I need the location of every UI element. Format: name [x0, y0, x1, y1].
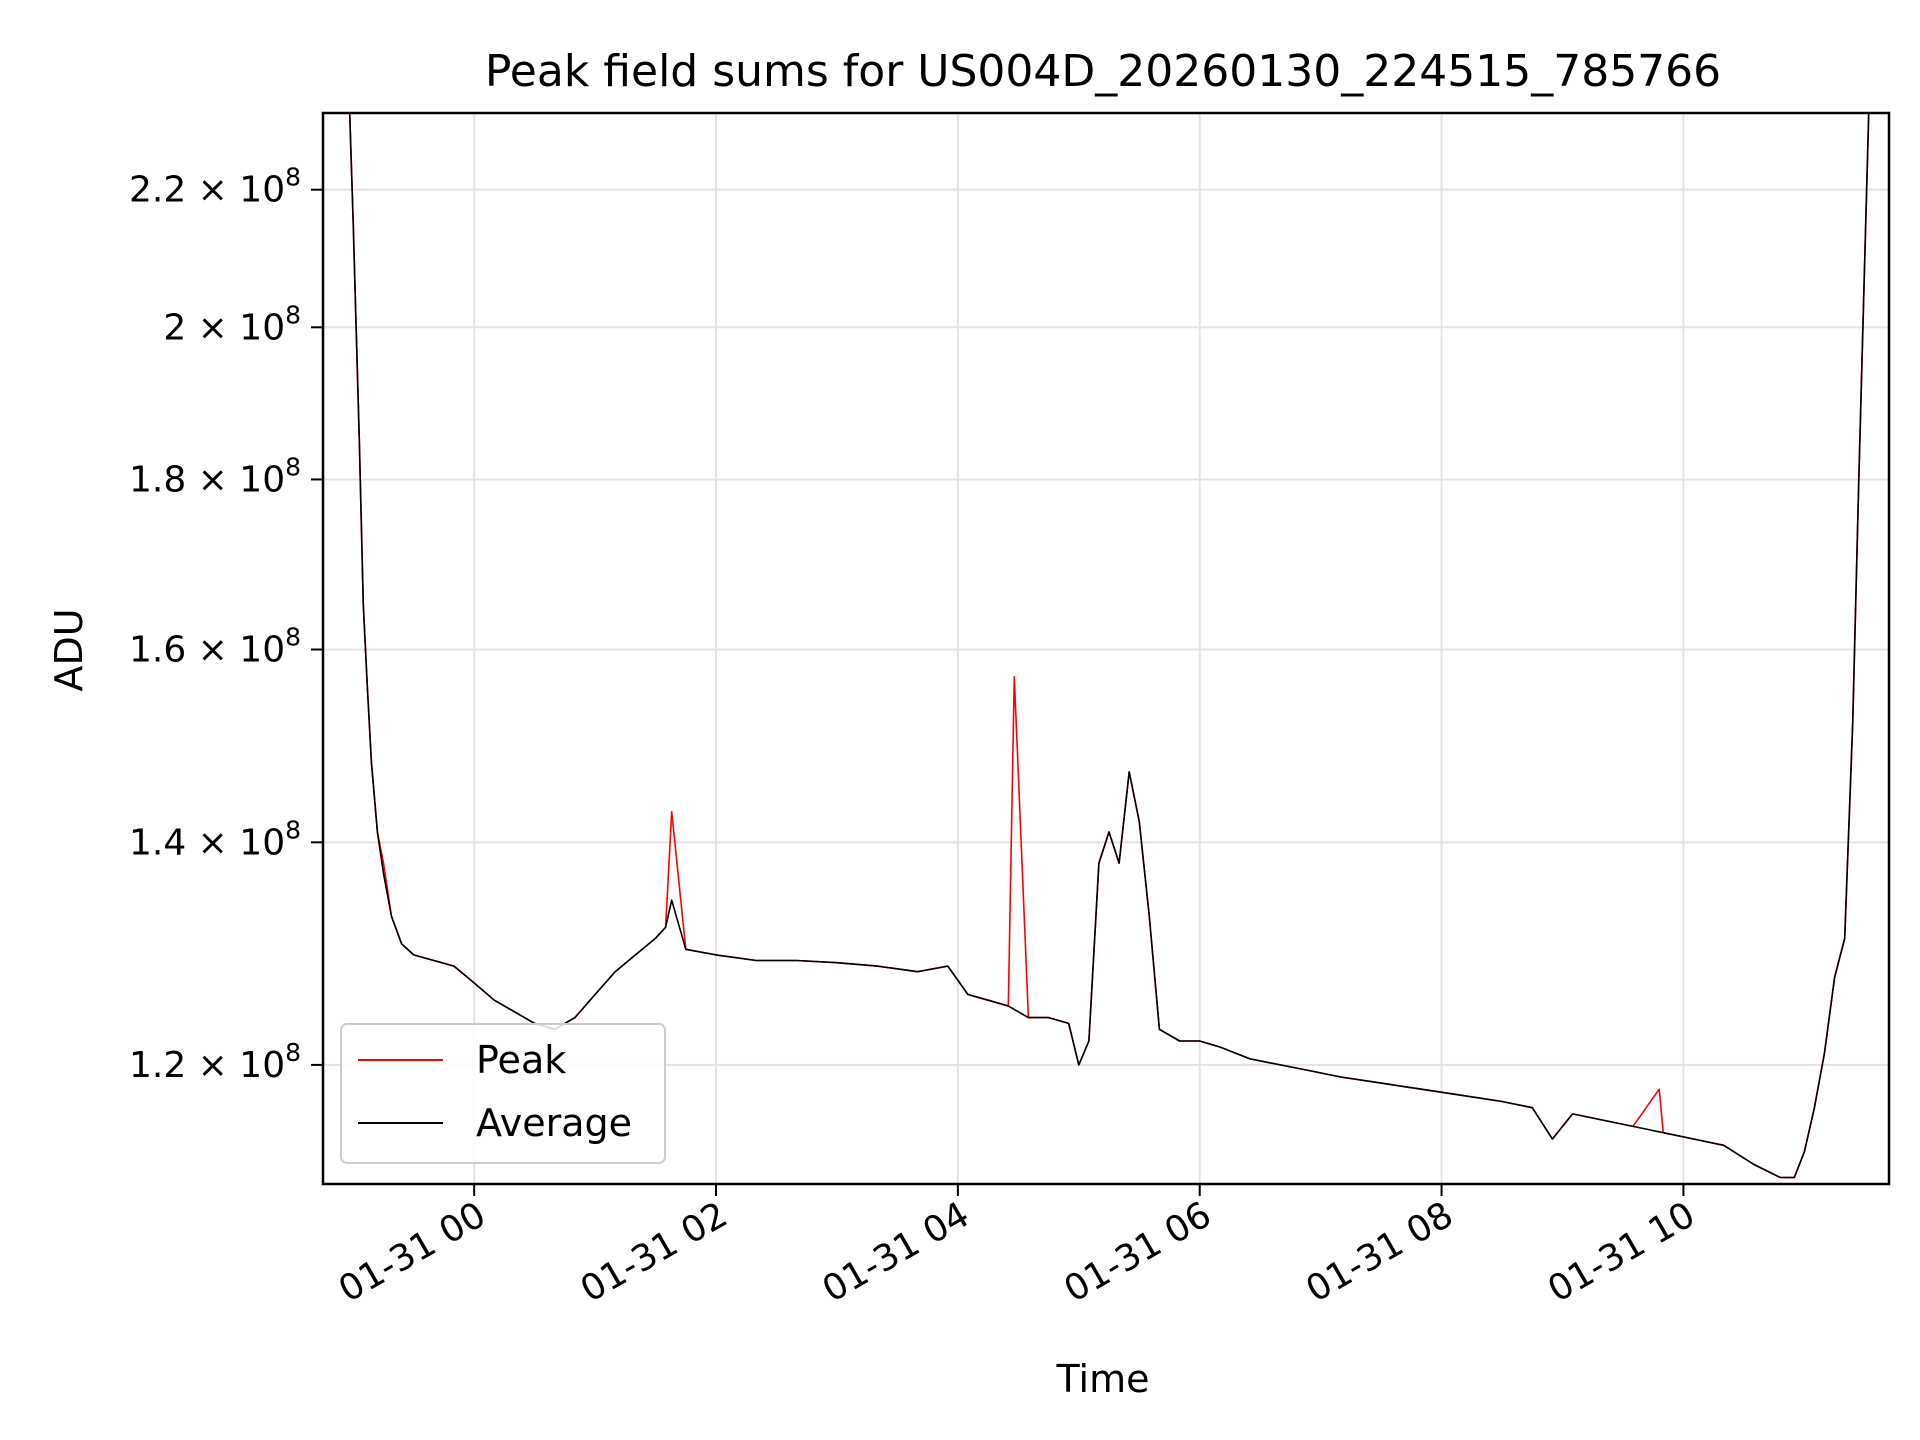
y-tick-base: × 10: [186, 170, 285, 211]
y-tick-label: 1.2 × 108: [129, 1038, 301, 1086]
y-tick-base: × 10: [186, 459, 285, 500]
y-tick-mantissa: 2.2: [129, 170, 186, 211]
y-axis-label: ADU: [47, 608, 91, 691]
y-tick-label: 2 × 108: [163, 300, 301, 348]
x-tick-label: 01-31 02: [574, 1194, 735, 1310]
y-tick-label: 2.2 × 108: [129, 163, 301, 211]
x-tick-label: 01-31 00: [332, 1194, 493, 1310]
y-tick-mantissa: 1.6: [129, 630, 186, 671]
x-tick-label: 01-31 06: [1058, 1194, 1219, 1310]
legend-label-peak: Peak: [476, 1038, 566, 1082]
series-layer: [348, 113, 1870, 1179]
legend: Peak Average: [340, 1023, 666, 1164]
y-tick-mantissa: 1.8: [129, 459, 186, 500]
y-tick-label: 1.6 × 108: [129, 623, 301, 671]
legend-label-average: Average: [476, 1101, 632, 1145]
y-tick-label: 1.4 × 108: [129, 815, 301, 863]
y-tick-label: 1.8 × 108: [129, 452, 301, 500]
y-tick-exponent: 8: [285, 300, 301, 329]
y-tick-mantissa: 1.4: [129, 822, 186, 863]
series-line-average: [348, 113, 1870, 1179]
x-axis-label: Time: [1056, 1357, 1150, 1401]
y-tick-base: × 10: [186, 822, 285, 863]
y-tick-exponent: 8: [285, 163, 301, 192]
x-tick-label: 01-31 10: [1541, 1194, 1702, 1310]
y-tick-exponent: 8: [285, 1038, 301, 1067]
series-line-peak: [348, 113, 1870, 1179]
legend-box: [340, 1023, 666, 1164]
y-tick-exponent: 8: [285, 452, 301, 481]
x-tick-label: 01-31 08: [1299, 1194, 1460, 1310]
y-tick-mantissa: 2: [163, 307, 186, 348]
y-tick-exponent: 8: [285, 623, 301, 652]
y-tick-base: × 10: [186, 630, 285, 671]
y-tick-base: × 10: [186, 1045, 285, 1086]
y-tick-base: × 10: [186, 307, 285, 348]
y-tick-exponent: 8: [285, 815, 301, 844]
plot-frame: [321, 111, 1891, 1186]
x-axis: 01-31 00 01-31 02 01-31 04 01-31 06 01-31 08…: [332, 1184, 1702, 1311]
y-tick-mantissa: 1.2: [129, 1045, 186, 1086]
chart-title: Peak field sums for US004D_20260130_2245…: [485, 46, 1721, 97]
x-tick-label: 01-31 04: [816, 1194, 977, 1310]
